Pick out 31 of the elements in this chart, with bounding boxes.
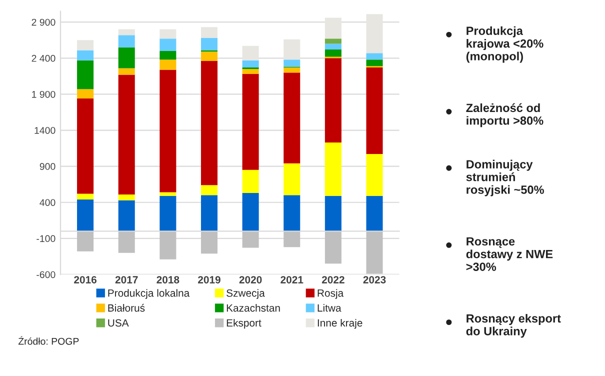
legend-label: USA [108,319,129,327]
y-tick-label: 400 [40,199,56,206]
x-tick-label: 2017 [115,276,138,284]
y-tick-label: 1 900 [32,90,56,98]
x-tick-label: 2022 [322,276,344,284]
legend-label: Eksport [226,318,262,329]
y-tick-label: 900 [40,163,56,170]
x-tick-label: 2020 [239,276,262,284]
legend-label: Białoruś [108,304,145,312]
x-tick-label: 2016 [74,276,96,284]
legend-label: Szwecja [226,289,265,299]
y-tick-label: 2 900 [32,18,56,26]
y-tick-label: -100 [36,235,56,242]
text: Dominujący strumień rosyjski ~50% [466,160,544,196]
y-tick-label: -600 [36,271,56,278]
x-tick-label: 2023 [363,276,386,284]
y-tick-label: 1400 [34,126,56,134]
text: Produkcja krajowa <20% (monopol) [466,26,544,63]
legend-label: Kazachstan [226,304,280,312]
legend-label: Inne kraje [318,318,362,329]
legend-label: Litwa [318,304,342,312]
text: Rosnący eksport do Ukrainy [466,314,561,338]
text: Źródło: POGP [18,336,79,345]
x-tick-label: 2018 [156,276,180,284]
x-tick-label: 2019 [198,276,220,284]
y-tick-label: 2 400 [32,54,56,62]
text: Rosnące dostawy z NWE >30% [466,237,553,271]
legend-label: Rosja [318,289,344,299]
text: Zależność od importu >80% [466,103,544,128]
legend-label: Produkcja lokalna [108,289,190,299]
x-tick-label: 2021 [280,276,304,284]
